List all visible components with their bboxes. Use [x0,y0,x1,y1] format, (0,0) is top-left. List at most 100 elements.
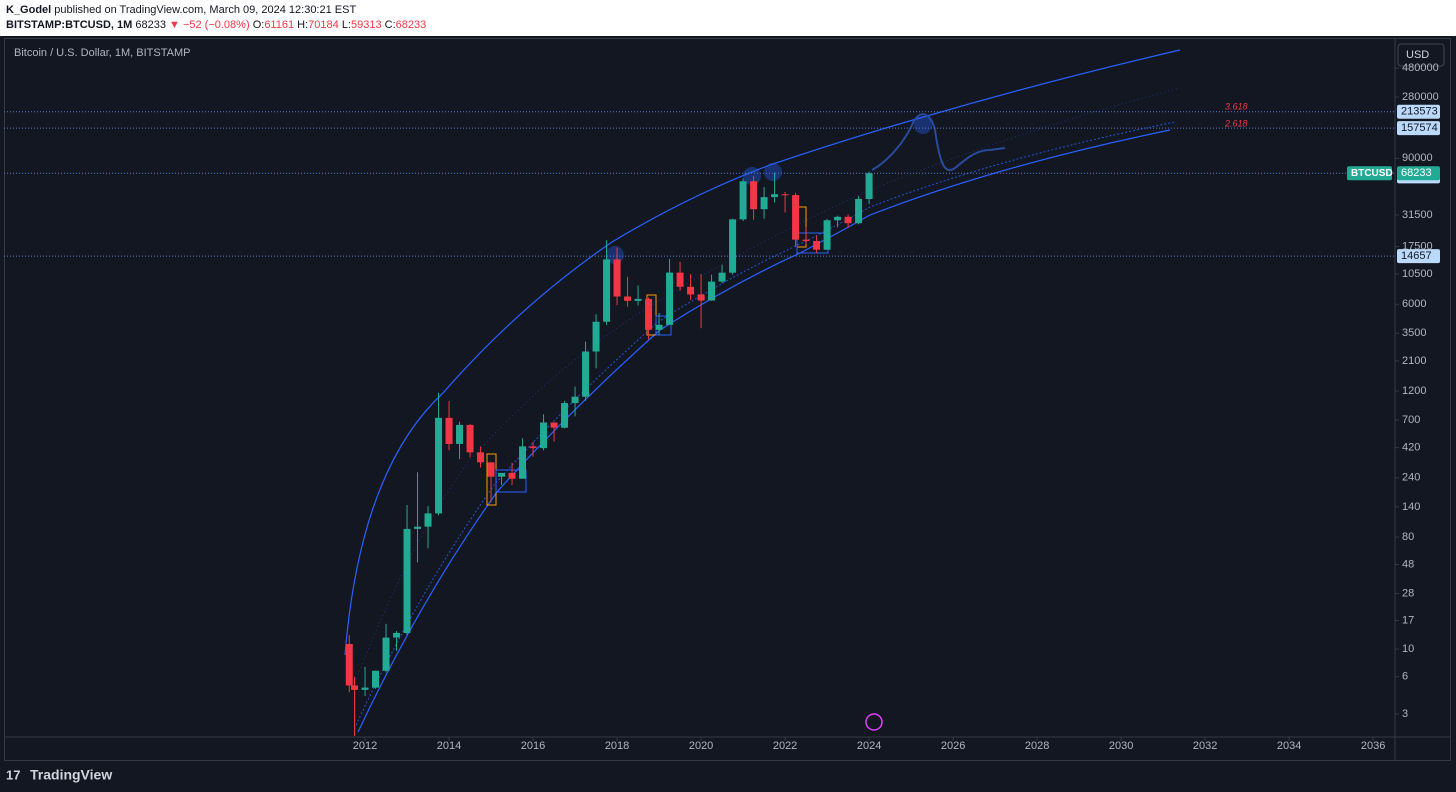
header-line: K_Godel published on TradingView.com, Ma… [6,3,426,18]
candle-body [361,687,369,690]
last: 68233 [135,19,166,31]
candle-body [697,294,705,301]
candle-body [550,422,558,428]
arc-fib [351,87,1181,691]
plot [344,49,1181,736]
y-tick-label: 1200 [1402,385,1426,397]
last-price: 68233 [1401,167,1432,179]
candle-body [666,272,674,325]
y-tick-label: 420 [1402,442,1420,454]
fib-label: 2.618 [1224,118,1248,128]
brand: TradingView [30,767,112,783]
candle-body [456,424,464,444]
box [495,469,527,493]
candle-body [739,181,747,220]
candle-body [655,324,663,330]
candle-body [345,644,353,686]
candle-body [792,195,800,240]
background [0,36,1456,792]
y-tick-label: 700 [1402,414,1420,426]
y-tick-label: 48 [1402,558,1414,570]
candle-body [571,396,579,404]
y-tick-label: 31500 [1402,209,1433,221]
y-tick-label: 3 [1402,708,1408,720]
candle-body [750,181,758,210]
candle-body [718,272,726,282]
highlight [914,116,932,134]
candle-body [645,298,653,330]
last-name: BTCUSD [1351,168,1393,179]
y-tick-label: 10 [1402,643,1414,655]
ohlc-value: 68233 [395,19,427,31]
y-tick-label: 17 [1402,614,1414,626]
published: published on TradingView.com, March 09, … [54,4,357,16]
y-tick-label: 480000 [1402,62,1439,74]
price-label: 213573 [1401,106,1438,118]
candle-body [393,632,401,638]
candle-body [477,452,485,463]
candle-body [508,472,516,479]
currency-button[interactable] [1397,43,1445,67]
candle-body [634,298,642,301]
candle-body [802,239,810,242]
candle-body [519,446,527,479]
ohlc-value: 61161 [264,19,295,31]
x-tick-label: 2022 [773,740,797,752]
x-tick-label: 2036 [1361,740,1385,752]
ohlc-label: O: [252,19,265,31]
price-label: 14657 [1401,250,1432,262]
y-tick-label: 240 [1402,472,1420,484]
x-tick-label: 2020 [689,740,713,752]
ohlc: O:61161 H:70184 L:59313 C:68233 [253,19,427,31]
candle-body [403,528,411,633]
x-tick-label: 2026 [941,740,965,752]
symbol: BITSTAMP:BTCUSD, 1M [6,19,133,31]
candle-body [760,197,768,210]
y-tick-label: 80 [1402,531,1414,543]
header-line: BITSTAMP:BTCUSD, 1M 68233 ▼ −52 (−0.08%)… [6,18,426,33]
price-label-box [1397,104,1440,119]
candle-body [865,173,873,199]
candle-body [382,637,390,671]
ohlc-label: L: [341,19,351,31]
candle-body [844,216,852,224]
candle-body [708,281,716,301]
highlight [764,163,782,181]
y-tick-label: 6 [1402,671,1408,683]
header: K_Godel published on TradingView.com, Ma… [6,3,426,33]
y-tick-label: 280000 [1402,91,1439,103]
candle-body [424,513,432,527]
candle-body [676,272,684,287]
currency[interactable]: USD [1406,49,1429,61]
candle-body [687,286,695,295]
arc-lower [357,129,1171,733]
candle-body [582,351,590,397]
y-tick-label: 90000 [1402,152,1433,164]
highlight [743,167,761,185]
candle-body [351,685,359,690]
ohlc-label: H: [297,19,309,31]
x-tick-label: 2028 [1025,740,1049,752]
price-label-box [1397,249,1440,264]
candle-body [834,216,842,221]
last-name-box [1347,166,1392,181]
ohlc-value: 59313 [351,19,382,31]
x-tick-label: 2034 [1277,740,1301,752]
y-tick-label: 28 [1402,588,1414,600]
x-tick-label: 2030 [1109,740,1133,752]
y-tick-label: 10500 [1402,268,1433,280]
projection [871,113,1006,171]
event-icon[interactable] [865,713,883,731]
x-tick-label: 2018 [605,740,629,752]
candle-body [466,424,474,453]
x-tick-label: 2012 [353,740,377,752]
y-tick-label: 6000 [1402,298,1426,310]
candle-body [855,198,863,224]
author: K_Godel [6,4,52,16]
candle-body [603,259,611,322]
brand-logo: 17 [6,767,20,782]
arc-upper [344,49,1181,656]
y-tick-label: 140 [1402,501,1420,513]
